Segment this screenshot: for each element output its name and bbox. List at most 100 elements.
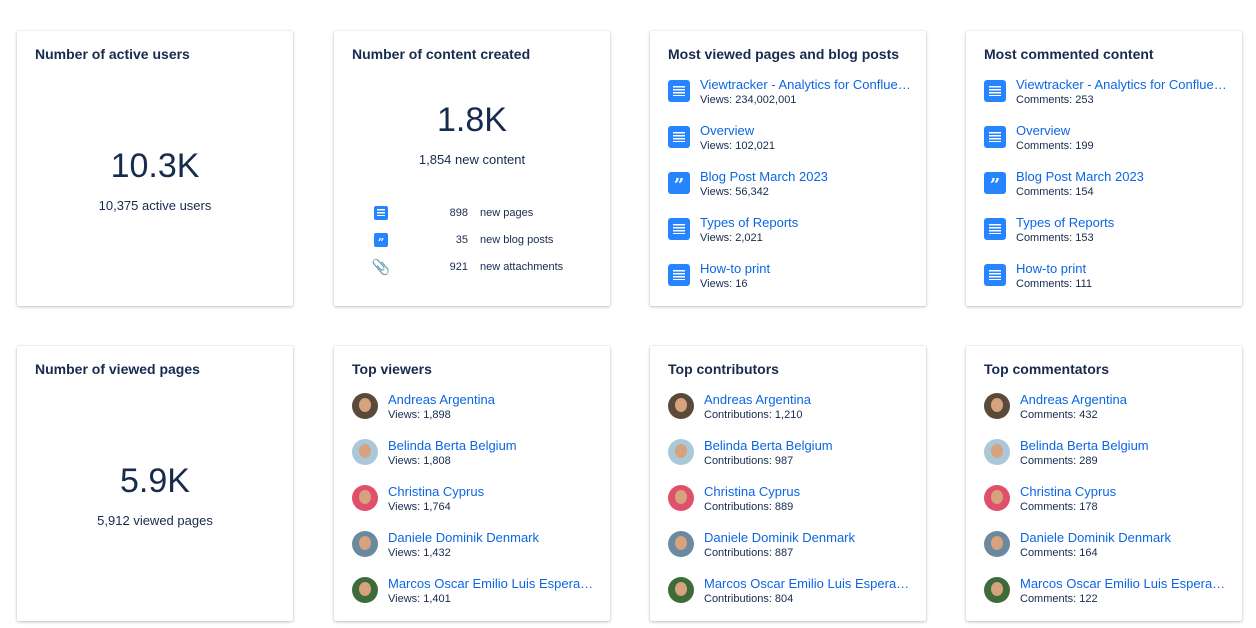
list-item: How-to print Comments: 111: [984, 261, 1228, 307]
most-commented-card: Most commented content Viewtracker - Ana…: [966, 31, 1242, 306]
item-meta: Views: 1,764: [388, 501, 451, 513]
page-icon: [374, 205, 388, 220]
item-meta: Views: 1,401: [388, 593, 451, 605]
content-link[interactable]: Types of Reports: [700, 215, 799, 230]
avatar[interactable]: [352, 531, 378, 557]
user-link[interactable]: Belinda Berta Belgium: [1020, 438, 1149, 453]
most-viewed-list: Viewtracker - Analytics for Confluence Vi…: [668, 77, 912, 307]
top-contributors-list: Andreas Argentina Contributions: 1,210 Bel…: [668, 392, 912, 622]
attachment-icon: 📎: [371, 258, 391, 276]
list-item: How-to print Views: 16: [668, 261, 912, 307]
user-link[interactable]: Marcos Oscar Emilio Luis Esperanza: [388, 576, 596, 591]
item-meta: Contributions: 1,210: [704, 409, 803, 421]
list-item: Andreas Argentina Contributions: 1,210: [668, 392, 912, 438]
item-meta: Comments: 164: [1020, 547, 1098, 559]
user-link[interactable]: Andreas Argentina: [388, 392, 495, 407]
most-commented-list: Viewtracker - Analytics for Confluence Co…: [984, 77, 1228, 307]
breakdown-label: new attachments: [480, 260, 564, 273]
list-item: ” Blog Post March 2023 Comments: 154: [984, 169, 1228, 215]
breakdown-count: 35: [455, 233, 468, 246]
item-meta: Comments: 111: [1016, 278, 1093, 290]
content-link[interactable]: Blog Post March 2023: [1016, 169, 1144, 184]
user-link[interactable]: Belinda Berta Belgium: [704, 438, 833, 453]
card-title: Top commentators: [984, 361, 1109, 377]
avatar[interactable]: [352, 485, 378, 511]
card-title: Number of viewed pages: [35, 361, 200, 377]
breakdown-row: 📎 921 new attachments: [352, 253, 592, 280]
avatar[interactable]: [984, 531, 1010, 557]
page-icon: [668, 218, 690, 240]
user-link[interactable]: Daniele Dominik Denmark: [704, 530, 855, 545]
viewed-pages-card: Number of viewed pages 5.9K 5,912 viewed…: [17, 346, 293, 621]
avatar[interactable]: [352, 439, 378, 465]
avatar[interactable]: [984, 393, 1010, 419]
list-item: Andreas Argentina Views: 1,898: [352, 392, 596, 438]
avatar[interactable]: [352, 577, 378, 603]
content-link[interactable]: Viewtracker - Analytics for Confluence: [700, 77, 912, 92]
list-item: Daniele Dominik Denmark Comments: 164: [984, 530, 1228, 576]
card-title: Top viewers: [352, 361, 432, 377]
page-icon: [668, 80, 690, 102]
avatar[interactable]: [984, 485, 1010, 511]
list-item: Belinda Berta Belgium Contributions: 987: [668, 438, 912, 484]
item-meta: Contributions: 889: [704, 501, 794, 513]
avatar[interactable]: [984, 439, 1010, 465]
page-icon: [984, 126, 1006, 148]
list-item: Marcos Oscar Emilio Luis Esperanza Views:…: [352, 576, 596, 622]
card-title: Number of content created: [352, 46, 531, 62]
content-link[interactable]: Overview: [1016, 123, 1071, 138]
content-link[interactable]: How-to print: [1016, 261, 1087, 276]
breakdown-label: new pages: [480, 206, 534, 219]
list-item: Belinda Berta Belgium Views: 1,808: [352, 438, 596, 484]
list-item: Overview Comments: 199: [984, 123, 1228, 169]
content-link[interactable]: Blog Post March 2023: [700, 169, 828, 184]
user-link[interactable]: Christina Cyprus: [1020, 484, 1117, 499]
active-users-card: Number of active users 10.3K 10,375 acti…: [17, 31, 293, 306]
avatar[interactable]: [668, 531, 694, 557]
content-link[interactable]: How-to print: [700, 261, 771, 276]
card-title: Most viewed pages and blog posts: [668, 46, 900, 62]
item-meta: Comments: 154: [1016, 186, 1094, 198]
active-users-value: 10.3K: [110, 147, 200, 185]
top-viewers-card: Top viewers Andreas Argentina Views: 1,89…: [334, 346, 610, 621]
avatar[interactable]: [668, 485, 694, 511]
item-meta: Views: 1,808: [388, 455, 451, 467]
breakdown-label: new blog posts: [480, 233, 554, 246]
user-link[interactable]: Belinda Berta Belgium: [388, 438, 517, 453]
avatar[interactable]: [668, 439, 694, 465]
list-item: Viewtracker - Analytics for Confluence Co…: [984, 77, 1228, 123]
avatar[interactable]: [984, 577, 1010, 603]
content-link[interactable]: Types of Reports: [1016, 215, 1115, 230]
avatar[interactable]: [668, 577, 694, 603]
card-title: Number of active users: [35, 46, 190, 62]
user-link[interactable]: Christina Cyprus: [704, 484, 801, 499]
breakdown-count: 921: [449, 260, 468, 273]
user-link[interactable]: Marcos Oscar Emilio Luis Esperanza: [1020, 576, 1228, 591]
breakdown-count: 898: [449, 206, 468, 219]
top-viewers-list: Andreas Argentina Views: 1,898 Belinda Ber…: [352, 392, 596, 622]
blog-post-icon: ”: [374, 232, 388, 249]
user-link[interactable]: Andreas Argentina: [1020, 392, 1127, 407]
list-item: Types of Reports Views: 2,021: [668, 215, 912, 261]
breakdown-row: 898 new pages: [352, 199, 592, 226]
list-item: Viewtracker - Analytics for Confluence Vi…: [668, 77, 912, 123]
item-meta: Comments: 153: [1016, 232, 1094, 244]
content-created-value: 1.8K: [437, 101, 507, 139]
card-title: Most commented content: [984, 46, 1154, 62]
content-breakdown: 898 new pages ” 35 new blog posts 📎 921 ne…: [352, 199, 592, 280]
user-link[interactable]: Daniele Dominik Denmark: [388, 530, 539, 545]
avatar[interactable]: [668, 393, 694, 419]
item-meta: Comments: 122: [1020, 593, 1098, 605]
user-link[interactable]: Marcos Oscar Emilio Luis Esperanza: [704, 576, 912, 591]
card-title: Top contributors: [668, 361, 779, 377]
item-meta: Comments: 178: [1020, 501, 1098, 513]
content-link[interactable]: Overview: [700, 123, 755, 138]
item-meta: Views: 56,342: [700, 186, 769, 198]
item-meta: Comments: 432: [1020, 409, 1098, 421]
avatar[interactable]: [352, 393, 378, 419]
content-link[interactable]: Viewtracker - Analytics for Confluence: [1016, 77, 1228, 92]
user-link[interactable]: Daniele Dominik Denmark: [1020, 530, 1171, 545]
user-link[interactable]: Christina Cyprus: [388, 484, 485, 499]
item-meta: Views: 1,898: [388, 409, 451, 421]
user-link[interactable]: Andreas Argentina: [704, 392, 811, 407]
